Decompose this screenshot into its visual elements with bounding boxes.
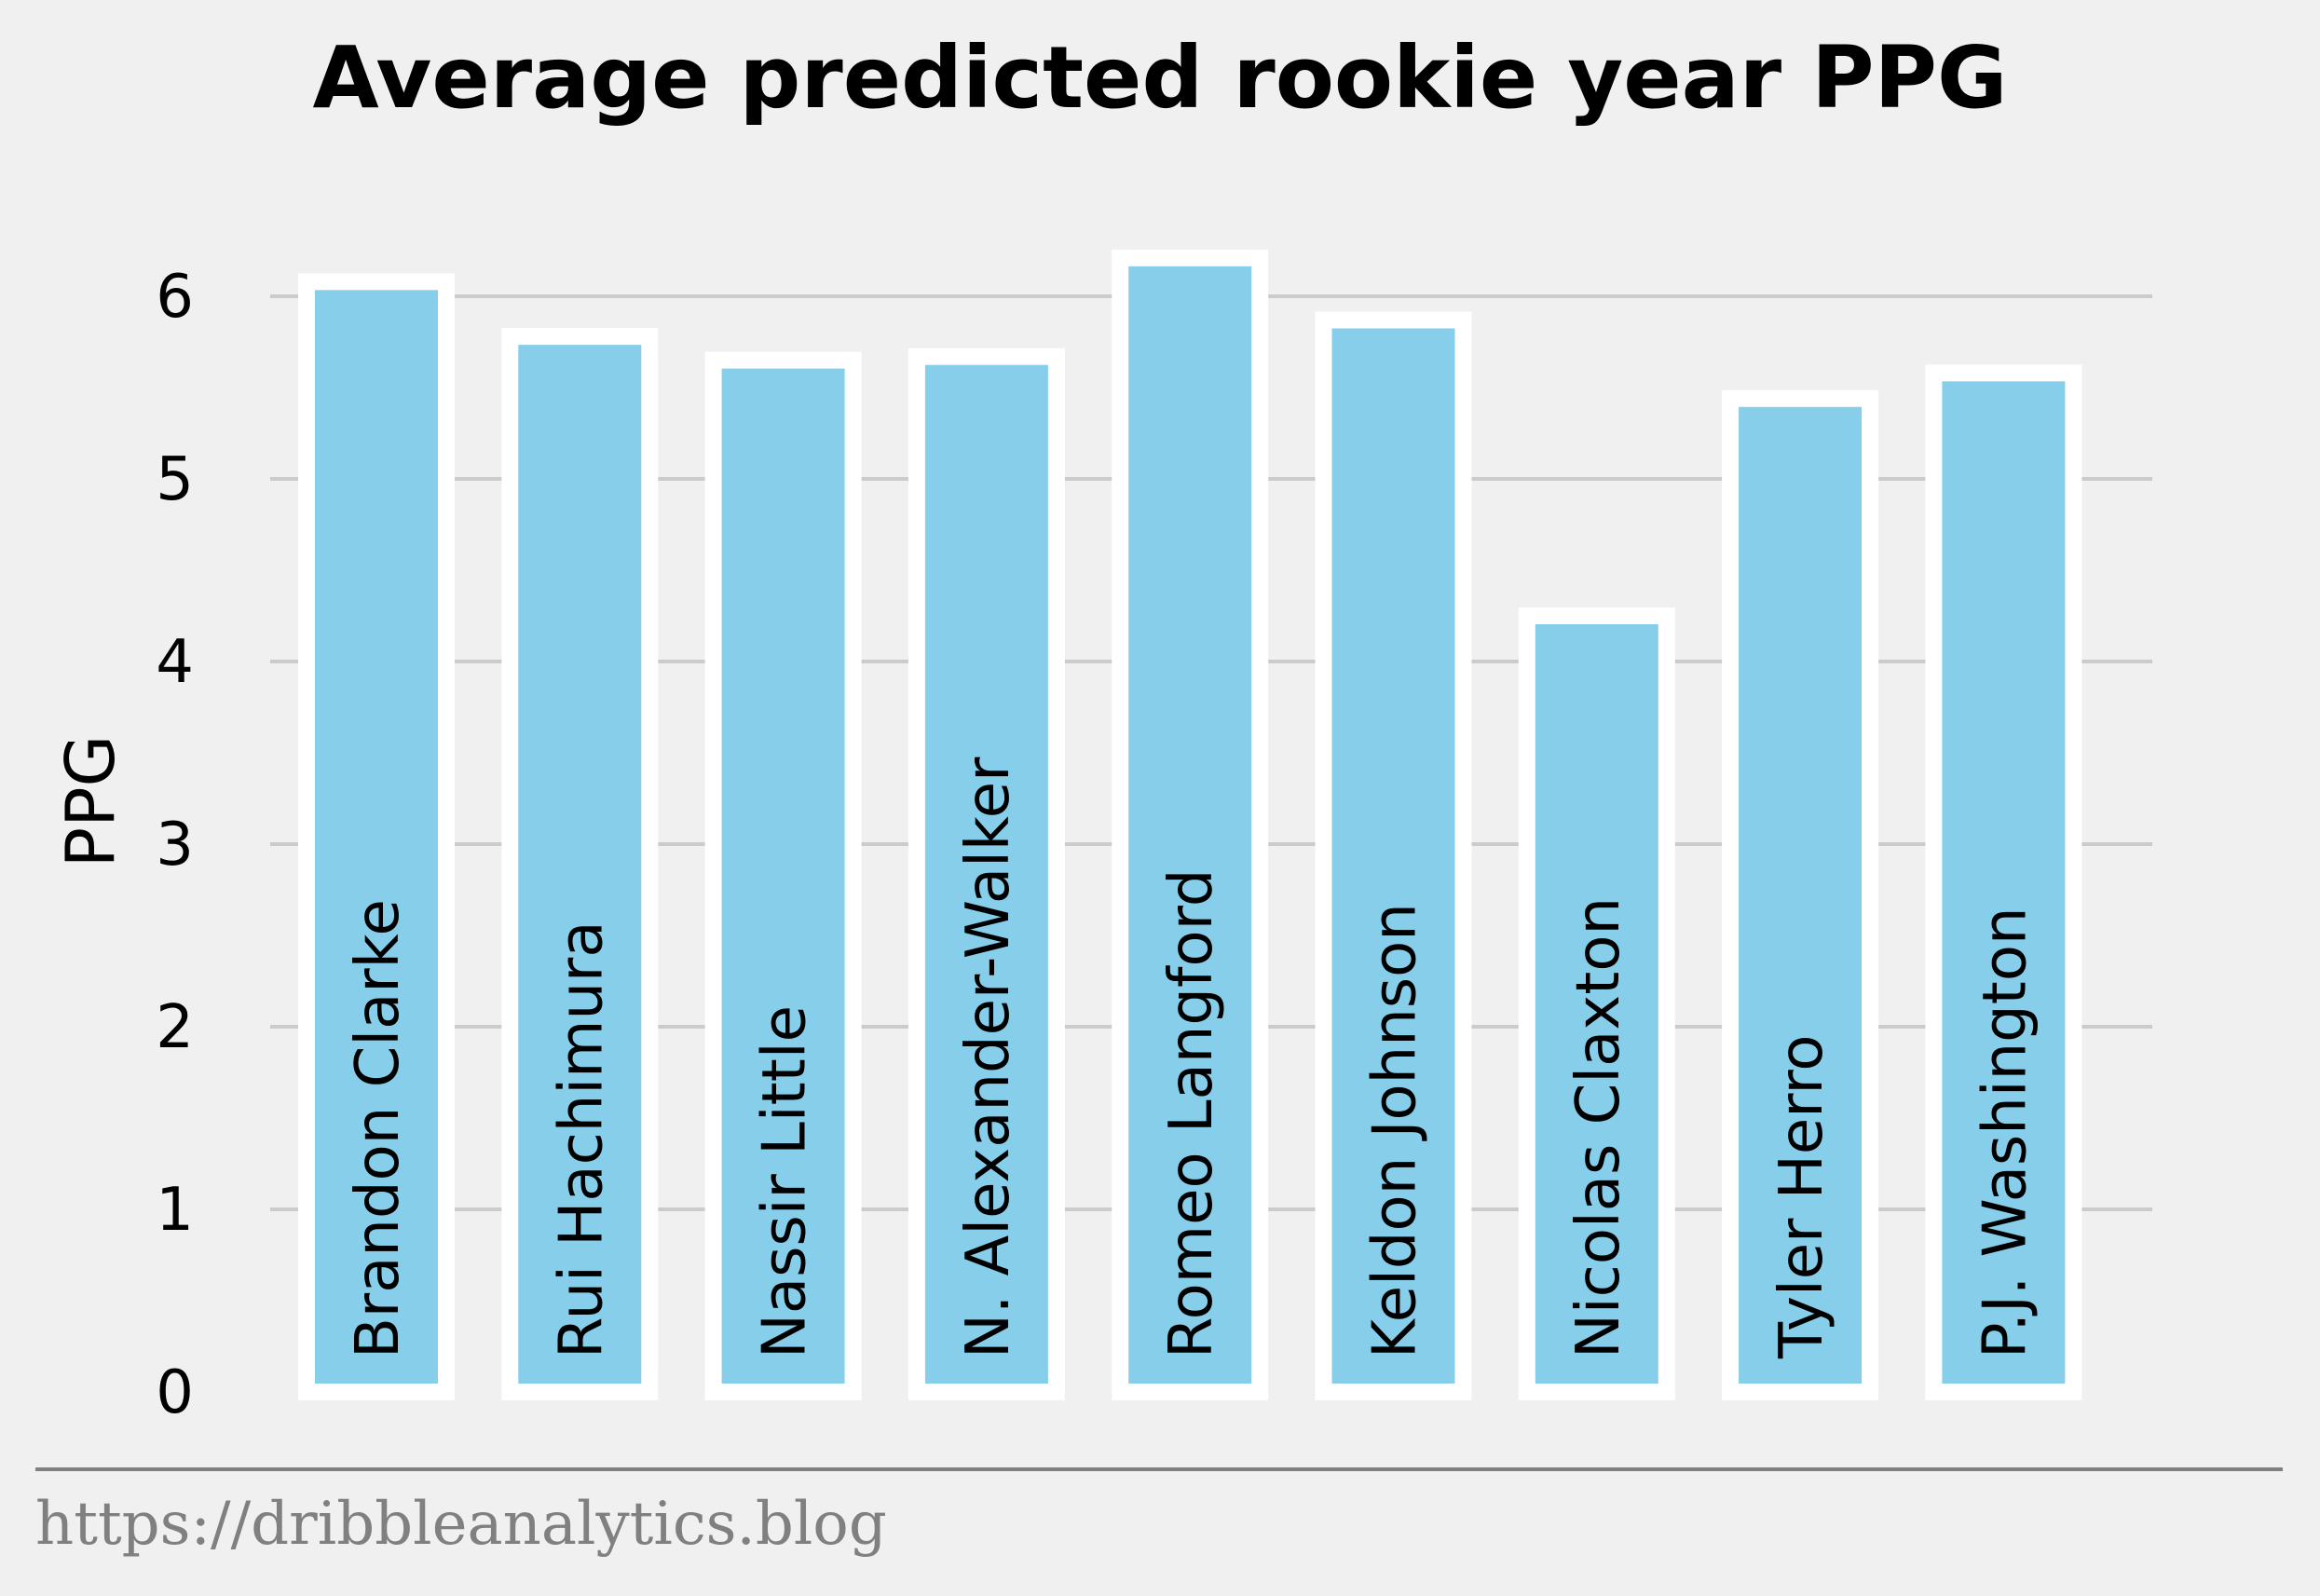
- chart-title: Average predicted rookie year PPG: [313, 28, 2008, 128]
- y-tick-label: 5: [156, 445, 194, 514]
- bar-label: Nicolas Claxton: [1564, 897, 1633, 1358]
- y-tick-label: 2: [156, 993, 194, 1062]
- bar: [1722, 389, 1879, 1400]
- bars: [298, 249, 2082, 1401]
- bar: [704, 351, 862, 1401]
- bar-label: Tyler Herro: [1767, 1034, 1836, 1359]
- bar: [1315, 311, 1472, 1401]
- bar-label: Brandon Clarke: [344, 899, 413, 1358]
- y-tick-label: 0: [156, 1358, 194, 1427]
- bar: [501, 328, 659, 1400]
- bar-label: Rui Hachimura: [547, 921, 616, 1358]
- bar-label: Nassir Little: [751, 1005, 820, 1358]
- y-axis-ticks: 0 1 2 3 4 5 6: [156, 263, 194, 1427]
- y-axis-label: PPG: [51, 735, 130, 868]
- bar: [1518, 607, 1675, 1400]
- bar-label: P.J. Washington: [1971, 907, 2040, 1358]
- bar-label: Romeo Langford: [1157, 868, 1226, 1358]
- y-tick-label: 6: [156, 263, 194, 332]
- source-link[interactable]: https://dribbleanalytics.blog: [35, 1490, 887, 1559]
- bar: [1925, 364, 2082, 1401]
- bar: [908, 348, 1065, 1400]
- bar-labels: Brandon Clarke Rui Hachimura Nassir Little…: [344, 757, 2040, 1359]
- bar-label: Keldon Johnson: [1361, 903, 1430, 1358]
- y-tick-label: 1: [156, 1176, 194, 1245]
- y-tick-label: 3: [156, 811, 194, 880]
- bar: [1112, 249, 1269, 1401]
- bar: [298, 273, 455, 1401]
- bar-label: N. Alexander-Walker: [954, 757, 1023, 1358]
- y-tick-label: 4: [156, 628, 194, 697]
